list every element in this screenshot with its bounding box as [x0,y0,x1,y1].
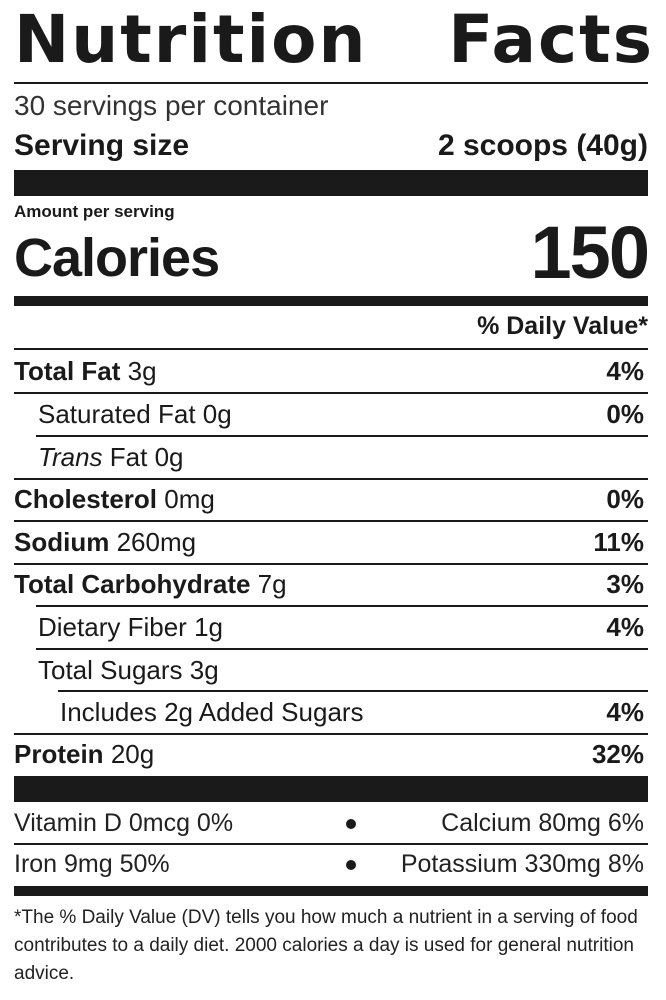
nutrient-amount: 20g [110,739,155,769]
nutrient-dv: 0% [606,399,644,429]
calories-label: Calories [14,228,220,288]
nutrient-amount: 1g [194,612,223,642]
title-word-facts: Facts [448,1,654,78]
nutrient-dv: 4% [606,697,644,727]
vitamin-row: Vitamin D 0mcg 0% Calcium 80mg 6% [14,803,648,843]
divider-thin [36,605,648,607]
vitamin-right: Calcium 80mg 6% [441,809,644,837]
bullet-dot-icon [346,819,356,829]
divider-thin [58,690,648,692]
nutrient-amount: 3g [189,655,219,685]
nutrient-dv: 4% [606,356,644,386]
nutrient-row-sodium: Sodium 260mg 11% [14,521,648,563]
divider-thin [14,392,648,394]
divider-thin [14,348,648,350]
nutrient-dv: 0% [606,484,644,514]
nutrient-name: Cholesterol [14,484,158,514]
calories-value: 150 [530,211,650,294]
nutrient-row-trans-fat: Trans Fat 0g [14,436,648,478]
nutrient-row-cholesterol: Cholesterol 0mg 0% [14,478,648,520]
nutrient-name-suffix: Fat [109,442,148,472]
bullet-dot-icon [346,860,356,870]
divider-medium [14,296,648,306]
nutrient-row-total-carbohydrate: Total Carbohydrate 7g 3% [14,563,648,605]
vitamin-left: Iron 9mg 50% [14,850,170,878]
amount-per-serving: Amount per serving [14,202,175,221]
divider-thin [14,843,648,845]
serving-size-label: Serving size [14,129,190,162]
nutrient-row-total-fat: Total Fat 3g 4% [14,350,648,392]
vitamin-right: Potassium 330mg 8% [400,850,644,878]
divider-thick [14,170,648,196]
nutrient-row-dietary-fiber: Dietary Fiber 1g 4% [14,606,648,648]
nutrient-name: Protein [14,739,104,769]
title-word-nutrition: Nutrition [14,1,368,78]
serving-size-value: 2 scoops (40g) [437,129,648,162]
nutrient-dv: 32% [591,739,644,769]
nutrient-amount: 0g [202,399,232,429]
divider-thin [14,733,648,735]
vitamin-row: Iron 9mg 50% Potassium 330mg 8% [14,844,648,884]
divider-medium [14,886,648,896]
nutrient-amount: 0mg [164,484,215,514]
nutrient-name: Dietary Fiber [38,612,187,642]
nutrient-amount: 7g [257,569,287,599]
footnote: *The % Daily Value (DV) tells you how mu… [14,907,638,984]
nutrient-dv: 3% [606,569,644,599]
vitamin-left: Vitamin D 0mcg 0% [14,809,234,837]
servings-per-container: 30 servings per container [14,90,329,121]
nutrient-row-added-sugars: Includes 2g Added Sugars 4% [14,691,648,733]
nutrient-amount: 260mg [116,527,197,557]
divider-thin [14,82,648,84]
nutrient-name: Sodium [14,527,110,557]
nutrient-amount: 3g [127,356,157,386]
nutrient-name: Trans [38,442,103,472]
divider-thin [14,520,648,522]
nutrient-dv: 4% [606,612,644,642]
divider-thin [36,648,648,650]
daily-value-header: % Daily Value* [477,312,648,340]
nutrient-name: Total Fat [14,356,121,386]
nutrient-dv: 11% [593,527,644,557]
divider-thin [36,435,648,437]
label-title: Nutrition Facts [14,0,654,80]
nutrient-row-saturated-fat: Saturated Fat 0g 0% [14,393,648,435]
divider-thin [14,478,648,480]
divider-thick [14,776,648,802]
nutrient-name: Includes 2g Added Sugars [60,697,364,727]
divider-thin [14,563,648,565]
nutrient-row-protein: Protein 20g 32% [14,733,648,775]
nutrient-name: Saturated Fat [38,399,196,429]
nutrient-row-total-sugars: Total Sugars 3g [14,649,648,691]
nutrient-name: Total Carbohydrate [14,569,251,599]
nutrient-name: Total Sugars [38,655,183,685]
nutrient-amount: 0g [154,442,184,472]
